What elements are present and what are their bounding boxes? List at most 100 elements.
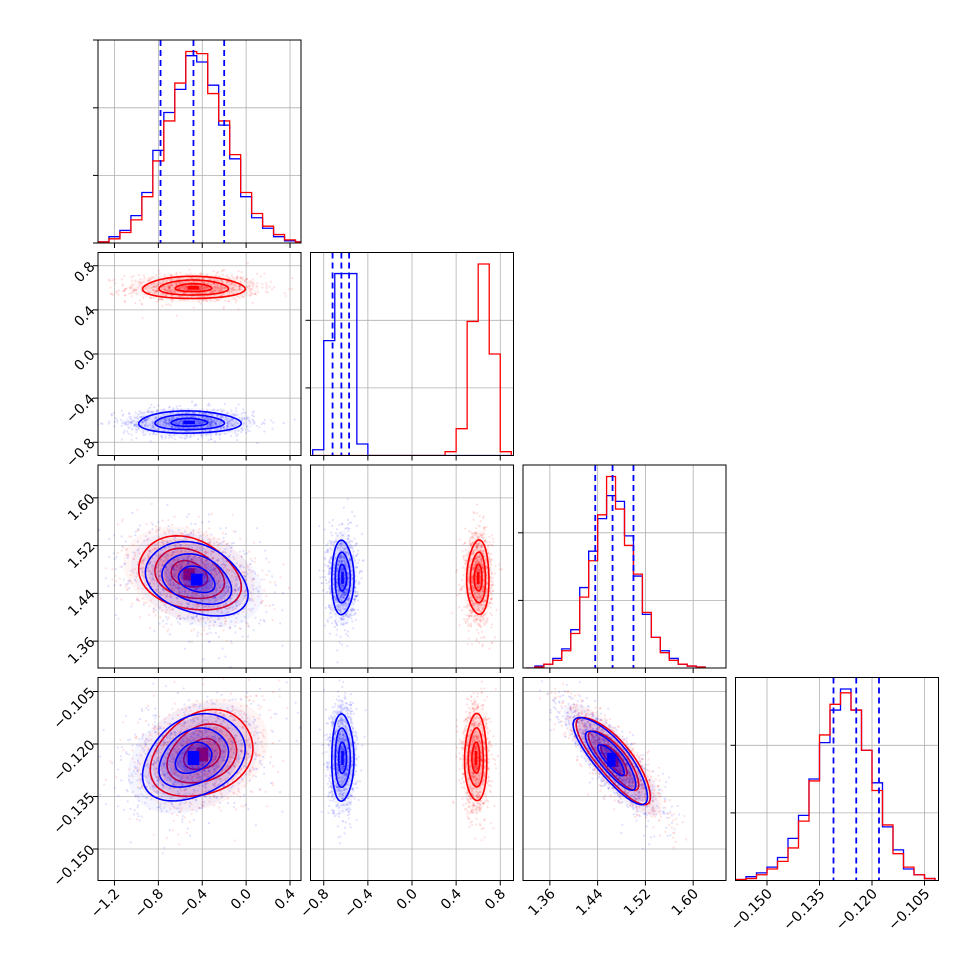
histogram-red-2 (525, 475, 706, 668)
density-peak-red (187, 286, 200, 290)
contour-line-red (467, 726, 485, 788)
scatter-panel-1-0 (98, 252, 301, 456)
y-tick-label: 1.36 (65, 634, 98, 667)
histogram-panel-3 (735, 677, 939, 881)
y-tick-label: 0.4 (71, 303, 98, 330)
contour-line-red (469, 551, 487, 604)
y-tick-label: 1.52 (65, 539, 98, 572)
contour-line-red (473, 563, 483, 592)
histogram-blue-2 (525, 494, 706, 668)
density-peak-blue (607, 752, 616, 767)
contour-line-blue (158, 727, 230, 788)
x-tick-label: −0.8 (132, 886, 167, 921)
contour-line-blue (137, 410, 243, 434)
histogram-blue-0 (98, 55, 301, 243)
contour-line-red (471, 741, 481, 774)
panel-frame-2-0 (97, 464, 302, 669)
contour-line-red (158, 279, 230, 296)
contour-line-blue (596, 744, 625, 777)
contour-line-red (170, 559, 209, 588)
panel-frame-3-2 (522, 677, 727, 881)
y-tick-label: −0.120 (51, 737, 99, 785)
density-peak-blue (183, 420, 195, 425)
contour-line-blue (331, 713, 355, 802)
x-tick-label: 1.36 (525, 886, 558, 919)
panel-frame-3-3 (735, 677, 939, 881)
scatter-panel-3-0 (98, 677, 301, 881)
contour-line-red (154, 547, 226, 600)
contour-line-blue (177, 565, 216, 594)
contour-line-red (137, 535, 243, 611)
contour-line-red (587, 730, 640, 791)
density-peak-red (476, 571, 480, 584)
scatter-panel-3-1 (310, 677, 514, 881)
contour-line-blue (141, 712, 247, 802)
y-tick-label: 0.8 (71, 259, 98, 286)
x-tick-label: −1.2 (88, 886, 123, 921)
contour-line-blue (331, 539, 355, 616)
contour-line-red (141, 275, 247, 300)
panel-frame-2-2 (522, 464, 727, 669)
x-tick-label: −0.4 (176, 886, 211, 921)
contour-line-blue (337, 741, 348, 775)
x-tick-label: 0.8 (482, 886, 509, 913)
contour-line-blue (161, 553, 233, 606)
contour-line-red (182, 737, 222, 771)
contour-line-blue (572, 716, 649, 806)
x-tick-label: 0.4 (438, 886, 465, 913)
contour-line-red (174, 282, 213, 293)
x-tick-label: 1.60 (669, 886, 702, 919)
density-peak-blue (341, 571, 344, 584)
x-tick-label: −0.4 (341, 886, 376, 921)
scatter-panel-2-0 (98, 465, 301, 668)
density-peak-blue (187, 751, 200, 765)
x-tick-label: −0.135 (780, 886, 828, 934)
scatter-panel-3-2 (523, 677, 726, 881)
panel-frame-3-0 (97, 677, 302, 881)
density-peak-blue (341, 751, 344, 765)
x-tick-label: 1.44 (573, 886, 606, 919)
x-tick-label: −0.150 (728, 886, 776, 934)
contour-line-red (599, 743, 628, 777)
density-peak-red (183, 568, 195, 581)
contour-line-red (463, 712, 488, 802)
contour-line-blue (174, 741, 213, 775)
histogram-red-0 (98, 50, 301, 243)
contour-line-blue (170, 417, 209, 428)
scatter-points-red (107, 262, 294, 319)
contour-line-blue (154, 413, 226, 431)
contour-line-blue (334, 727, 352, 789)
contour-line-blue (337, 563, 348, 592)
x-tick-label: 0.0 (394, 886, 421, 913)
density-peak-blue (190, 573, 203, 586)
y-tick-label: −0.150 (51, 842, 99, 890)
contour-line-blue (584, 730, 637, 791)
x-tick-label: −0.105 (885, 886, 933, 934)
y-tick-label: −0.105 (51, 685, 99, 733)
histogram-panel-2 (523, 465, 726, 668)
x-tick-label: −0.120 (833, 886, 881, 934)
x-tick-label: −0.8 (297, 886, 332, 921)
histogram-blue-3 (735, 688, 936, 881)
y-tick-label: −0.8 (63, 435, 98, 470)
histogram-red-3 (735, 692, 936, 881)
x-tick-label: 1.52 (621, 886, 654, 919)
x-tick-label: 0.4 (272, 886, 299, 913)
y-tick-label: −0.135 (51, 790, 99, 838)
y-tick-label: 1.60 (65, 491, 98, 524)
contour-line-red (465, 539, 490, 616)
y-tick-label: −0.4 (63, 391, 98, 426)
contour-line-blue (144, 540, 249, 617)
histogram-panel-0 (98, 40, 301, 243)
contour-line-blue (334, 551, 352, 604)
histogram-red-1 (312, 263, 512, 456)
histogram-panel-1 (310, 252, 514, 456)
contour-line-red (575, 716, 652, 806)
x-tick-label: 0.0 (228, 886, 255, 913)
contour-line-red (166, 723, 238, 784)
y-tick-label: 1.44 (65, 586, 98, 619)
scatter-panel-2-1 (310, 465, 514, 668)
panel-frame-0-0 (97, 39, 302, 244)
y-tick-label: 0.0 (71, 347, 98, 374)
